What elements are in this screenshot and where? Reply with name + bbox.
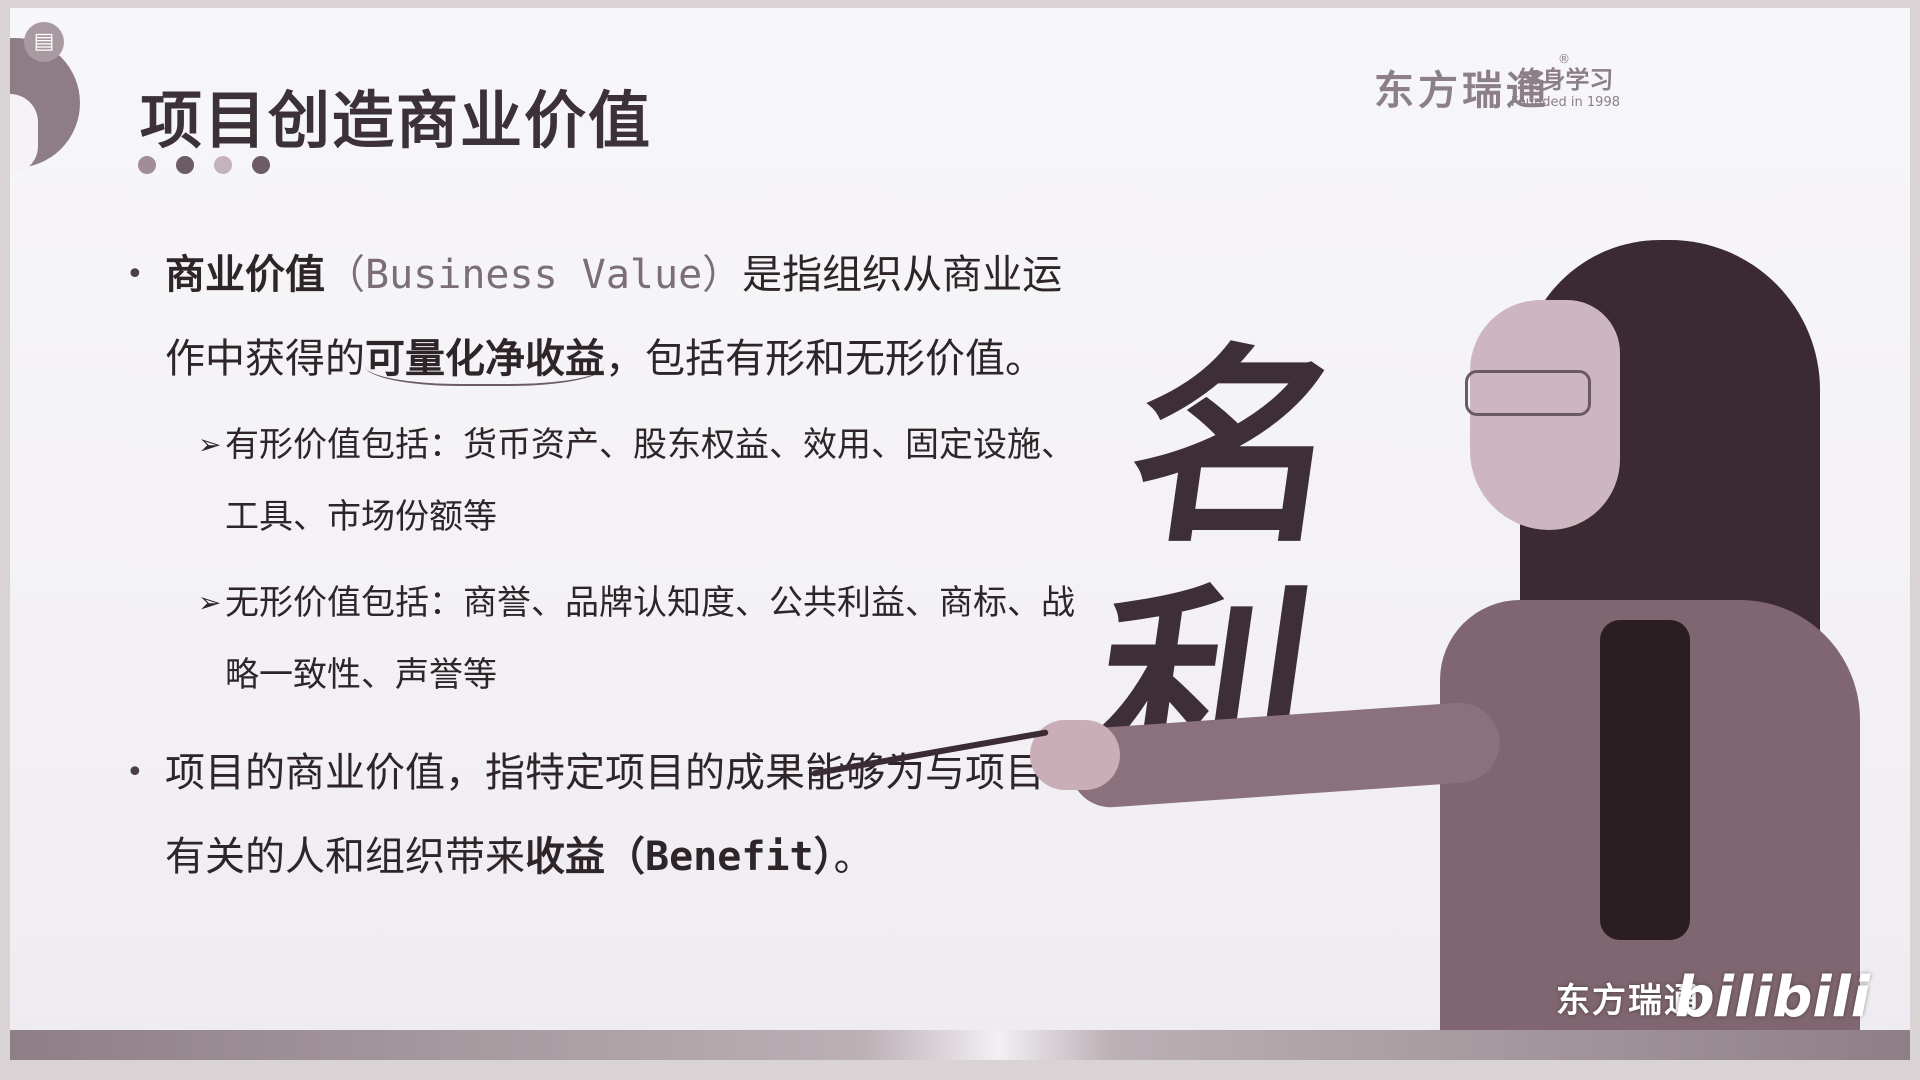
bullet-text-a: 是指组织从商业运作中获得的 bbox=[165, 252, 1063, 382]
term-business-value: 商业价值 bbox=[165, 252, 325, 298]
bottom-decorative-bar bbox=[10, 1030, 1910, 1060]
arrow-icon: ➢ bbox=[198, 428, 222, 461]
brand-logo: 东方瑞通 bbox=[1374, 68, 1550, 114]
title-dots bbox=[138, 156, 270, 174]
sub-bullet-intangible-text: 无形价值包括：商誉、品牌认知度、公共利益、商标、战略一致性、声誉等 bbox=[225, 583, 1075, 695]
highlight-net-benefit: 可量化净收益 bbox=[365, 336, 605, 386]
chat-icon[interactable]: ▤ bbox=[24, 22, 64, 62]
english-benefit: Benefit bbox=[645, 834, 814, 880]
presenter-glasses bbox=[1465, 370, 1591, 416]
dot-1 bbox=[138, 156, 156, 174]
term-benefit: 收益 bbox=[525, 834, 605, 880]
sub-bullet-tangible: ➢ 有形价值包括：货币资产、股东权益、效用、固定设施、工具、市场份额等 bbox=[120, 409, 1080, 553]
paren-open-2: （ bbox=[605, 834, 645, 880]
sub-bullet-tangible-text: 有形价值包括：货币资产、股东权益、效用、固定设施、工具、市场份额等 bbox=[225, 425, 1075, 537]
registered-mark: ® bbox=[1558, 52, 1570, 66]
paren-close-2: ） bbox=[813, 834, 834, 880]
english-business-value: Business Value bbox=[365, 252, 703, 298]
bilibili-logo: bilibili bbox=[1674, 965, 1870, 1030]
bullet-project-value: 项目的商业价值，指特定项目的成果能够为与项目有关的人和组织带来收益（Benefi… bbox=[120, 731, 1080, 899]
bullet-business-value: 商业价值（Business Value）是指组织从商业运作中获得的可量化净收益，… bbox=[120, 233, 1080, 401]
dot-4 bbox=[252, 156, 270, 174]
calligraphy-char-1: 名 bbox=[1114, 324, 1360, 571]
presenter-shirt bbox=[1600, 620, 1690, 940]
sub-logo-main: 终身学习 bbox=[1517, 66, 1614, 94]
sub-logo: 终身学习 Founded in 1998 bbox=[1511, 60, 1620, 110]
sub-logo-year: Founded in 1998 bbox=[1510, 95, 1620, 110]
dot-3 bbox=[214, 156, 232, 174]
presenter-figure bbox=[811, 240, 1860, 1060]
dot-2 bbox=[176, 156, 194, 174]
slide-title: 项目创造商业价值 bbox=[140, 84, 653, 157]
slide: ▤ 项目创造商业价值 东方瑞通 ® 终身学习 Founded in 1998 商… bbox=[10, 8, 1910, 1060]
bullet-text-b: ，包括有形和无形价值。 bbox=[605, 336, 1045, 382]
bullet2-text-b: 。 bbox=[833, 834, 874, 880]
paren-open: （ bbox=[325, 252, 365, 298]
watermark-brand: 东方瑞通 bbox=[1556, 981, 1700, 1021]
decorative-inner-curve bbox=[10, 94, 38, 174]
slide-content: 商业价值（Business Value）是指组织从商业运作中获得的可量化净收益，… bbox=[120, 233, 1080, 899]
arrow-icon: ➢ bbox=[198, 586, 222, 619]
sub-bullet-intangible: ➢ 无形价值包括：商誉、品牌认知度、公共利益、商标、战略一致性、声誉等 bbox=[120, 567, 1080, 711]
paren-close: ） bbox=[702, 252, 743, 298]
